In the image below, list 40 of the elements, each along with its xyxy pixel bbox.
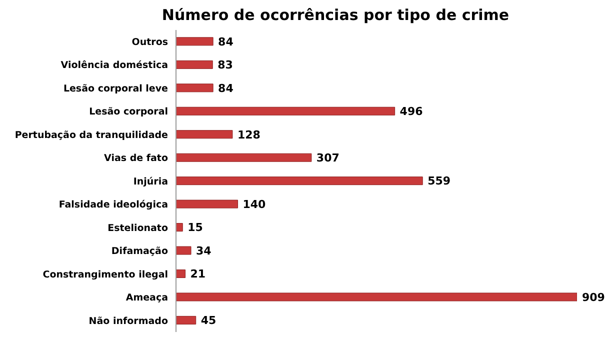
bar [176,176,423,186]
y-tick-label: Não informado [88,316,168,327]
bar [176,316,196,324]
chart-title: Número de ocorrências por tipo de crime [160,6,510,24]
bar [176,292,577,302]
data-label: 559 [428,174,451,188]
y-tick-label: Violência doméstica [60,60,168,72]
bar [176,246,192,255]
data-label: 84 [218,35,234,48]
y-tick-label: Vias de fato [104,153,168,164]
y-tick-label: Falsidade ideológica [58,200,168,211]
data-label: 83 [218,58,233,72]
data-label: 21 [190,268,206,281]
bar [176,106,396,116]
y-tick-label: Ameaça [126,292,168,304]
y-tick-label: Injúria [133,176,168,188]
data-label: 84 [218,82,234,95]
data-label: 307 [316,151,340,164]
bar [176,223,183,232]
data-label: 496 [400,105,424,118]
y-tick-label: Lesão corporal [89,106,168,118]
bar [176,130,233,139]
data-label: 140 [242,198,266,211]
data-label: 128 [237,128,260,142]
data-label: 15 [188,221,203,234]
y-tick-label: Difamação [111,246,168,258]
y-tick-label: Lesão corporal leve [63,83,168,94]
bar [176,153,312,162]
bar [176,269,186,278]
y-tick-label: Outros [132,36,168,48]
bar [176,60,213,69]
y-tick-label: Pertubação da tranquilidade [14,130,168,141]
data-label: 45 [200,314,216,328]
y-tick-label: Constrangimento ilegal [42,269,168,280]
data-label: 34 [196,244,212,258]
bar [176,84,214,92]
data-label: 909 [582,290,605,304]
bar [176,200,238,208]
y-tick-label: Estelionato [108,222,168,234]
bar [176,37,214,46]
